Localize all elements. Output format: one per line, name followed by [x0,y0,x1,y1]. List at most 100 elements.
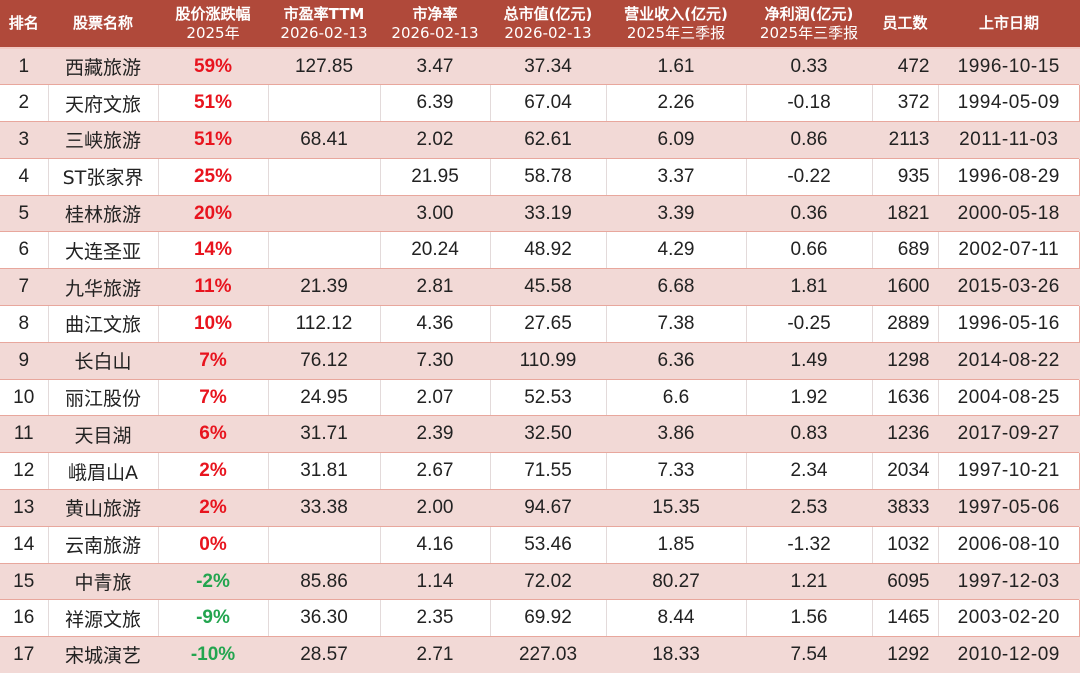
pb-ratio-cell: 2.67 [380,452,491,491]
net-profit-cell: -1.32 [746,526,873,564]
market-cap-cell: 53.46 [490,526,607,564]
column-header-title: 排名 [8,14,39,32]
table-row: 4 ST张家界 25% 21.95 58.78 3.37 -0.22 935 1996-08-2… [0,158,1080,196]
revenue-cell: 18.33 [606,636,747,673]
column-header-net-profit-q3: 净利润(亿元) 2025年三季报 [746,0,873,49]
market-cap-cell: 227.03 [490,636,607,673]
column-header-revenue-q3: 营业收入(亿元) 2025年三季报 [606,0,747,49]
revenue-cell: 2.26 [606,84,747,123]
listing-date-cell: 1997-10-21 [938,452,1080,491]
rank-cell: 13 [0,489,49,527]
pb-ratio-cell: 7.30 [380,342,491,380]
column-header-subtitle: 2025年 [186,23,240,42]
pe-ttm-cell [268,195,381,233]
listing-date-cell: 2010-12-09 [938,636,1080,673]
revenue-cell: 3.39 [606,195,747,233]
market-cap-cell: 94.67 [490,489,607,527]
column-header-title: 营业收入(亿元) [624,4,728,23]
rank-cell: 10 [0,379,49,417]
table-row: 13 黄山旅游 2% 33.38 2.00 94.67 15.35 2.53 3833 1997-… [0,489,1080,527]
pe-ttm-cell: 36.30 [268,599,381,638]
listing-date-cell: 1994-05-09 [938,84,1080,123]
rank-cell: 4 [0,158,49,196]
rank-cell: 1 [0,48,49,86]
net-profit-cell: -0.25 [746,305,873,343]
table-row: 14 云南旅游 0% 4.16 53.46 1.85 -1.32 1032 2006-08-10 [0,526,1080,564]
pe-ttm-cell: 31.71 [268,415,381,454]
table-row: 15 中青旅 -2% 85.86 1.14 72.02 80.27 1.21 6095 1997-… [0,563,1080,601]
listing-date-cell: 1997-05-06 [938,489,1080,527]
column-header-title: 员工数 [882,14,928,32]
header-row: 排名 股票名称 股价涨跌幅 2025年 市盈率TTM 2026-02-13 市净率 2026-… [0,0,1080,49]
market-cap-cell: 45.58 [490,268,607,307]
market-cap-cell: 48.92 [490,231,607,270]
column-header-subtitle: 2026-02-13 [391,23,479,42]
pb-ratio-cell: 2.81 [380,268,491,307]
stock-name-cell: ST张家界 [48,158,159,196]
employees-cell: 1636 [872,379,939,417]
pb-ratio-cell: 2.07 [380,379,491,417]
market-cap-cell: 69.92 [490,599,607,638]
price-change-cell: -10% [158,636,269,673]
listing-date-cell: 2015-03-26 [938,268,1080,307]
stock-name-cell: 宋城演艺 [48,636,159,673]
revenue-cell: 6.6 [606,379,747,417]
pb-ratio-cell: 2.71 [380,636,491,673]
column-header-listing-date: 上市日期 [938,0,1080,49]
employees-cell: 2113 [872,121,939,159]
revenue-cell: 3.37 [606,158,747,196]
rank-cell: 11 [0,415,49,454]
stock-name-cell: 大连圣亚 [48,231,159,270]
listing-date-cell: 1996-10-15 [938,48,1080,86]
table-row: 7 九华旅游 11% 21.39 2.81 45.58 6.68 1.81 1600 2015-0… [0,268,1080,307]
net-profit-cell: 0.86 [746,121,873,159]
table-row: 1 西藏旅游 59% 127.85 3.47 37.34 1.61 0.33 472 1996-1… [0,48,1080,86]
price-change-cell: 2% [158,489,269,527]
pe-ttm-cell: 85.86 [268,563,381,601]
rank-cell: 8 [0,305,49,343]
net-profit-cell: 7.54 [746,636,873,673]
market-cap-cell: 71.55 [490,452,607,491]
column-header-title: 股票名称 [72,14,133,32]
pb-ratio-cell: 4.36 [380,305,491,343]
pb-ratio-cell: 21.95 [380,158,491,196]
listing-date-cell: 1996-05-16 [938,305,1080,343]
stock-name-cell: 西藏旅游 [48,48,159,86]
rank-cell: 15 [0,563,49,601]
price-change-cell: 11% [158,268,269,307]
employees-cell: 935 [872,158,939,196]
pe-ttm-cell: 68.41 [268,121,381,159]
revenue-cell: 7.33 [606,452,747,491]
net-profit-cell: -0.18 [746,84,873,123]
net-profit-cell: 0.83 [746,415,873,454]
employees-cell: 1236 [872,415,939,454]
stock-name-cell: 峨眉山A [48,452,159,491]
net-profit-cell: 1.56 [746,599,873,638]
price-change-cell: 2% [158,452,269,491]
price-change-cell: -9% [158,599,269,638]
pe-ttm-cell: 24.95 [268,379,381,417]
rank-cell: 3 [0,121,49,159]
column-header-market-cap: 总市值(亿元) 2026-02-13 [490,0,607,49]
table-row: 2 天府文旅 51% 6.39 67.04 2.26 -0.18 372 1994-05-09 [0,84,1080,123]
employees-cell: 1292 [872,636,939,673]
pe-ttm-cell [268,84,381,123]
rank-cell: 16 [0,599,49,638]
stock-name-cell: 长白山 [48,342,159,380]
revenue-cell: 3.86 [606,415,747,454]
employees-cell: 1821 [872,195,939,233]
price-change-cell: 10% [158,305,269,343]
market-cap-cell: 33.19 [490,195,607,233]
revenue-cell: 15.35 [606,489,747,527]
market-cap-cell: 37.34 [490,48,607,86]
table-row: 11 天目湖 6% 31.71 2.39 32.50 3.86 0.83 1236 2017-09… [0,415,1080,454]
column-header-title: 总市值(亿元) [503,4,593,23]
table-row: 17 宋城演艺 -10% 28.57 2.71 227.03 18.33 7.54 1292 20… [0,636,1080,673]
column-header-subtitle: 2026-02-13 [280,23,368,42]
table-header: 排名 股票名称 股价涨跌幅 2025年 市盈率TTM 2026-02-13 市净率 2026-… [0,0,1080,49]
stock-name-cell: 三峡旅游 [48,121,159,159]
column-header-price-change-2025: 股价涨跌幅 2025年 [158,0,269,49]
listing-date-cell: 2011-11-03 [938,121,1080,159]
listing-date-cell: 2003-02-20 [938,599,1080,638]
revenue-cell: 6.68 [606,268,747,307]
